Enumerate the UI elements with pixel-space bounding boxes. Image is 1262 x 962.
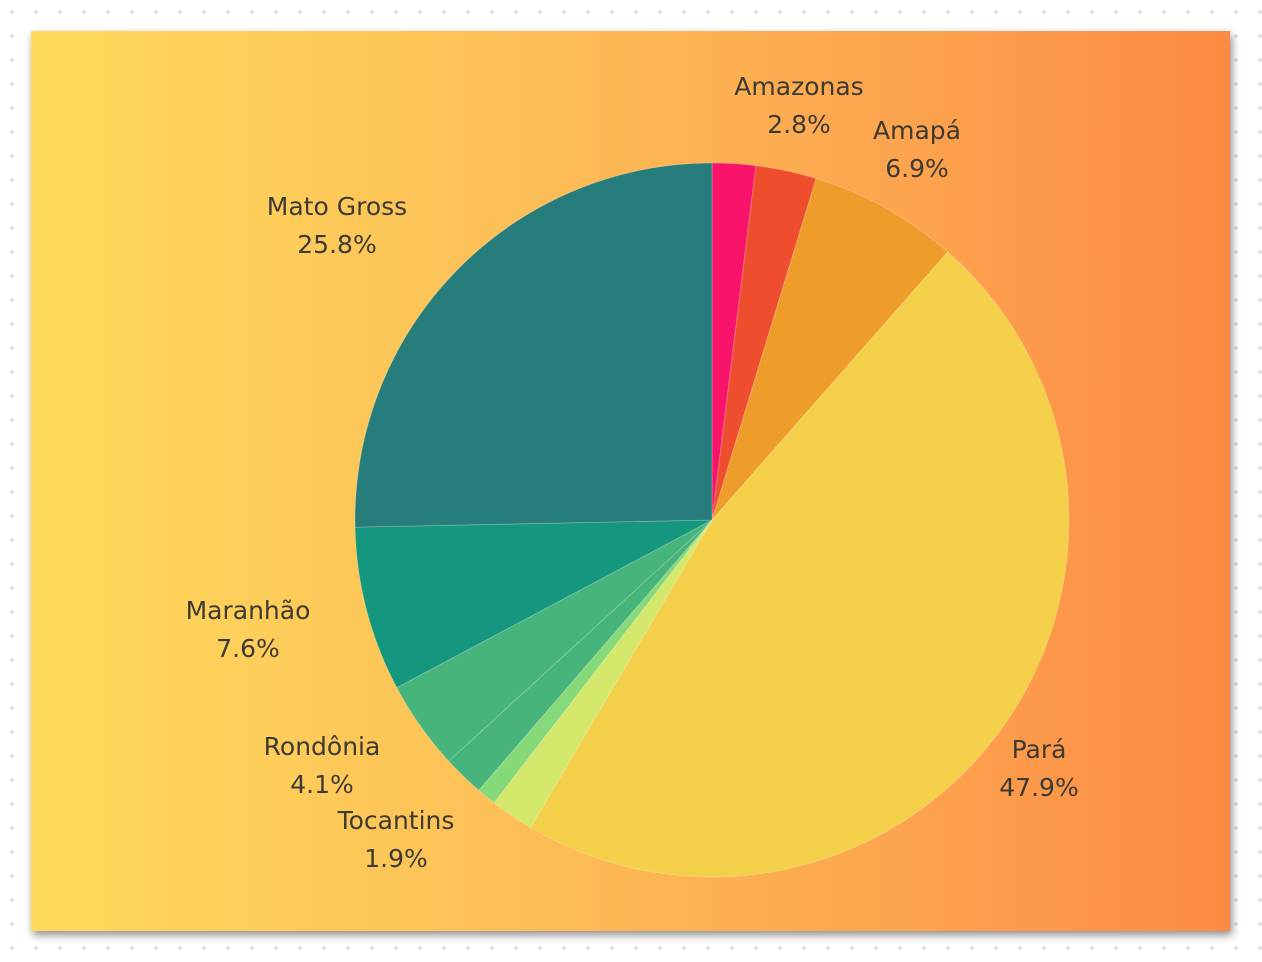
slice-percent-mato-gross: 25.8% — [297, 230, 376, 259]
slice-label-maranh-o: Maranhão — [186, 596, 311, 625]
slice-percent-tocantins: 1.9% — [364, 844, 428, 873]
pie-chart: Amazonas 2.8% Amapá 6.9% Pará 47.9% Tocantins 1… — [186, 72, 1079, 878]
slice-label-amap-: Amapá — [873, 116, 961, 145]
pie-slice-unlabeled-4 — [493, 519, 713, 828]
pie-slice-unlabeled-0 — [711, 162, 757, 521]
slice-percent-amap-: 6.9% — [885, 154, 949, 183]
slice-label-amazonas: Amazonas — [734, 72, 863, 101]
slice-label-tocantins: Tocantins — [337, 806, 455, 835]
pie-slice-maranh-o — [354, 519, 713, 689]
slice-percent-amazonas: 2.8% — [767, 110, 831, 139]
slice-label-par-: Pará — [1012, 735, 1067, 764]
slice-percent-par-: 47.9% — [999, 773, 1078, 802]
slice-label-mato-gross: Mato Gross — [267, 192, 407, 221]
slice-percent-rond-nia: 4.1% — [290, 770, 354, 799]
slice-label-rond-nia: Rondônia — [264, 732, 381, 761]
pie-slice-mato-gross — [354, 162, 713, 528]
pie-slice-unlabeled-5 — [478, 519, 713, 804]
pie-slice-rond-nia — [396, 519, 713, 762]
pie-slice-par- — [529, 251, 1070, 878]
pie-slice-amap- — [711, 178, 949, 521]
pie-slice-tocantins — [448, 519, 713, 791]
chart-card: Amazonas 2.8% Amapá 6.9% Pará 47.9% Tocantins 1… — [31, 31, 1230, 931]
slice-percent-maranh-o: 7.6% — [216, 634, 280, 663]
pie-slice-amazonas — [711, 165, 817, 521]
